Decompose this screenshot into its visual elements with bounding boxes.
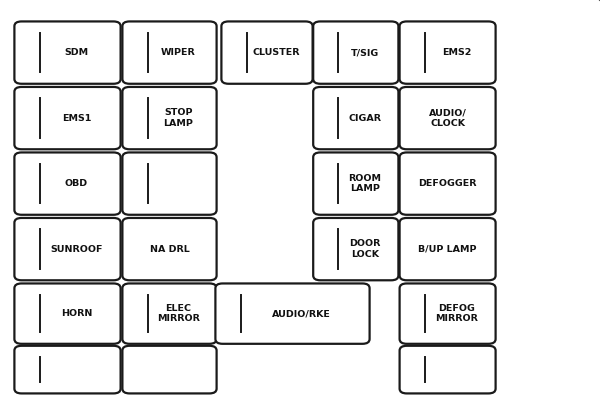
Text: EMS2: EMS2 — [442, 48, 471, 57]
Text: NA DRL: NA DRL — [149, 245, 190, 254]
FancyBboxPatch shape — [313, 218, 398, 280]
FancyBboxPatch shape — [14, 87, 121, 149]
FancyBboxPatch shape — [14, 346, 121, 393]
Text: SDM: SDM — [64, 48, 89, 57]
Text: AUDIO/RKE: AUDIO/RKE — [272, 309, 331, 318]
Text: CLUSTER: CLUSTER — [252, 48, 300, 57]
Text: DEFOGGER: DEFOGGER — [418, 179, 477, 188]
Text: ROOM
LAMP: ROOM LAMP — [348, 174, 382, 193]
Text: DEFOG
MIRROR: DEFOG MIRROR — [435, 304, 478, 323]
FancyBboxPatch shape — [400, 283, 496, 344]
Text: T/SIG: T/SIG — [350, 48, 379, 57]
Text: WIPER: WIPER — [161, 48, 196, 57]
FancyBboxPatch shape — [122, 87, 217, 149]
FancyBboxPatch shape — [400, 152, 496, 215]
FancyBboxPatch shape — [122, 346, 217, 393]
Text: AUDIO/
CLOCK: AUDIO/ CLOCK — [428, 108, 467, 128]
FancyBboxPatch shape — [122, 21, 217, 84]
FancyBboxPatch shape — [14, 152, 121, 215]
Text: CIGAR: CIGAR — [348, 114, 382, 123]
Text: SUNROOF: SUNROOF — [50, 245, 103, 254]
Text: B/UP LAMP: B/UP LAMP — [418, 245, 477, 254]
Text: OBD: OBD — [65, 179, 88, 188]
FancyBboxPatch shape — [400, 87, 496, 149]
FancyBboxPatch shape — [313, 21, 398, 84]
FancyBboxPatch shape — [122, 218, 217, 280]
FancyBboxPatch shape — [122, 283, 217, 344]
Text: ELEC
MIRROR: ELEC MIRROR — [157, 304, 200, 323]
FancyBboxPatch shape — [14, 283, 121, 344]
FancyBboxPatch shape — [313, 87, 398, 149]
FancyBboxPatch shape — [313, 152, 398, 215]
FancyBboxPatch shape — [400, 346, 496, 393]
FancyBboxPatch shape — [14, 218, 121, 280]
Text: EMS1: EMS1 — [62, 114, 91, 123]
FancyBboxPatch shape — [14, 21, 121, 84]
Text: DOOR
LOCK: DOOR LOCK — [349, 239, 380, 259]
Text: STOP
LAMP: STOP LAMP — [164, 108, 193, 128]
FancyBboxPatch shape — [221, 21, 313, 84]
Text: HORN: HORN — [61, 309, 92, 318]
FancyBboxPatch shape — [122, 152, 217, 215]
FancyBboxPatch shape — [215, 283, 370, 344]
FancyBboxPatch shape — [400, 218, 496, 280]
FancyBboxPatch shape — [400, 21, 496, 84]
